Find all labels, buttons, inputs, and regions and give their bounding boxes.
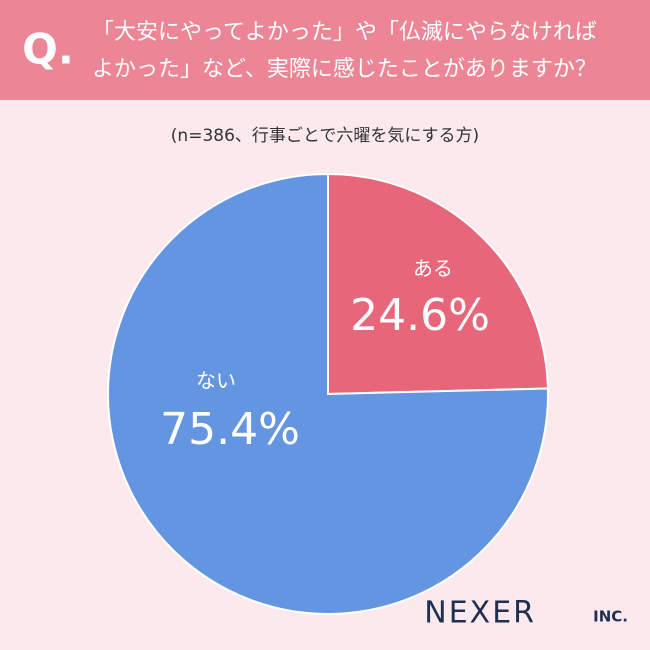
- question-line: よかった」など、実際に感じたことがありますか？: [92, 57, 597, 82]
- slice-category: ない: [196, 369, 236, 393]
- question-line: 「大安にやってよかった」や「仏滅にやらなければ: [92, 20, 597, 45]
- pie: ある 24.6% ない 75.4%: [107, 172, 549, 615]
- header-band: [0, 0, 650, 100]
- q-mark: Q.: [22, 25, 74, 74]
- slice-value-label: 24.6%: [350, 290, 490, 341]
- logo-name: NEXER: [424, 596, 536, 631]
- logo-suffix: INC.: [593, 608, 628, 626]
- subtitle: (n=386、行事ごとで六曜を気にする方): [171, 126, 479, 146]
- slice-value-label: 75.4%: [160, 404, 300, 455]
- pie-slice: [107, 172, 549, 615]
- slice-category: ある: [413, 257, 453, 281]
- pie-slice: [327, 172, 549, 396]
